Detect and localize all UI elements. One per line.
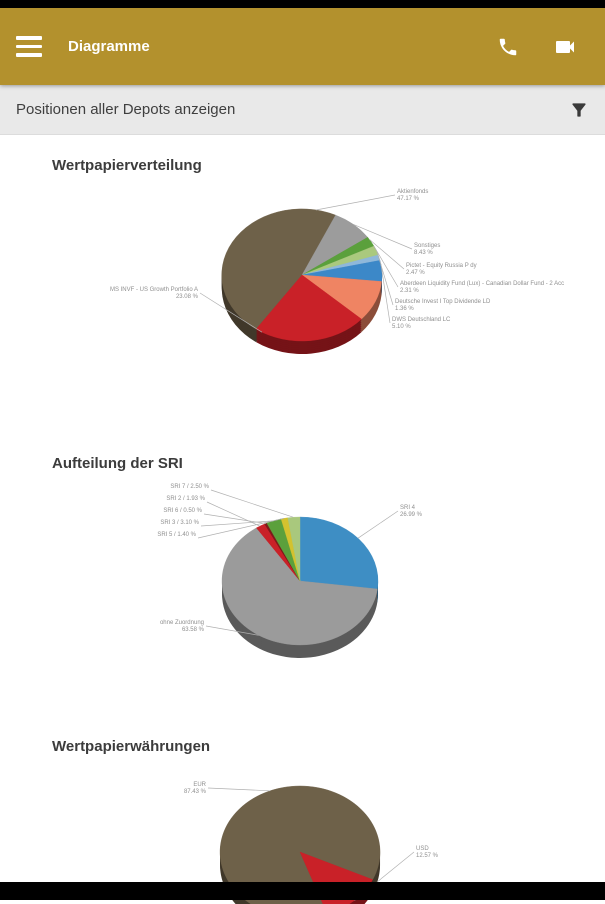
videocam-icon[interactable]	[553, 35, 577, 59]
page-title: Diagramme	[68, 38, 150, 55]
svg-text:Deutsche Invest I Top Dividend: Deutsche Invest I Top Dividende LD 1.36 %	[395, 299, 491, 312]
charts-page: Wertpapierverteilung Aktienfonds 47.17 % S…	[0, 157, 605, 904]
hamburger-icon	[16, 53, 42, 57]
filter-bar[interactable]: Positionen aller Depots anzeigen	[0, 85, 605, 135]
chart-title: Aufteilung der SRI	[52, 455, 183, 472]
section-wertpapierwaehrungen: Wertpapierwährungen EUR 87.43 % USD 12.57 %	[0, 738, 605, 904]
svg-text:SRI 426.99 %: SRI 4 26.99 %	[400, 505, 423, 518]
svg-text:SRI 3 / 3.10 %: SRI 3 / 3.10 %	[160, 520, 199, 526]
svg-text:Aberdeen Liquidity Fund (Lux): Aberdeen Liquidity Fund (Lux) - Canadian…	[400, 281, 564, 294]
pie-chart-wertpapierverteilung: Aktienfonds 47.17 % Sonstiges 8.43 % Pictet …	[0, 183, 605, 433]
menu-button[interactable]	[16, 33, 50, 61]
section-aufteilung-der-sri: Aufteilung der SRI SRI 4 26.99 % ohne Zuor…	[0, 455, 605, 696]
status-bar	[0, 0, 605, 8]
svg-text:SRI 7 / 2.50 %: SRI 7 / 2.50 %	[170, 484, 209, 490]
svg-text:SRI 6 / 0.50 %: SRI 6 / 0.50 %	[163, 508, 202, 514]
chart-title: Wertpapierwährungen	[52, 738, 211, 755]
hamburger-icon	[16, 36, 42, 40]
svg-text:DWS Deutschland LC5.10 %: DWS Deutschland LC 5.10 %	[392, 317, 451, 330]
svg-text:Pictet - Equity Russia P dy2.4: Pictet - Equity Russia P dy 2.47 %	[406, 263, 477, 276]
hamburger-icon	[16, 44, 42, 49]
section-wertpapierverteilung: Wertpapierverteilung Aktienfonds 47.17 % S…	[0, 157, 605, 433]
app-bar: Diagramme	[0, 8, 605, 85]
svg-text:SRI 5 / 1.40 %: SRI 5 / 1.40 %	[157, 532, 196, 538]
filter-funnel-icon[interactable]	[569, 100, 589, 120]
svg-text:SRI 2 / 1.93 %: SRI 2 / 1.93 %	[166, 496, 205, 502]
chart-title: Wertpapierverteilung	[52, 157, 202, 174]
filter-bar-label: Positionen aller Depots anzeigen	[16, 101, 236, 118]
phone-icon[interactable]	[497, 36, 519, 58]
android-nav-bar	[0, 882, 605, 900]
svg-text:MS INVF - US Growth Portfolio: MS INVF - US Growth Portfolio A 23.08 %	[110, 287, 199, 300]
pie-chart-aufteilung-der-sri: SRI 4 26.99 % ohne Zuordnung 63.58 % SRI 2 /…	[0, 481, 605, 696]
